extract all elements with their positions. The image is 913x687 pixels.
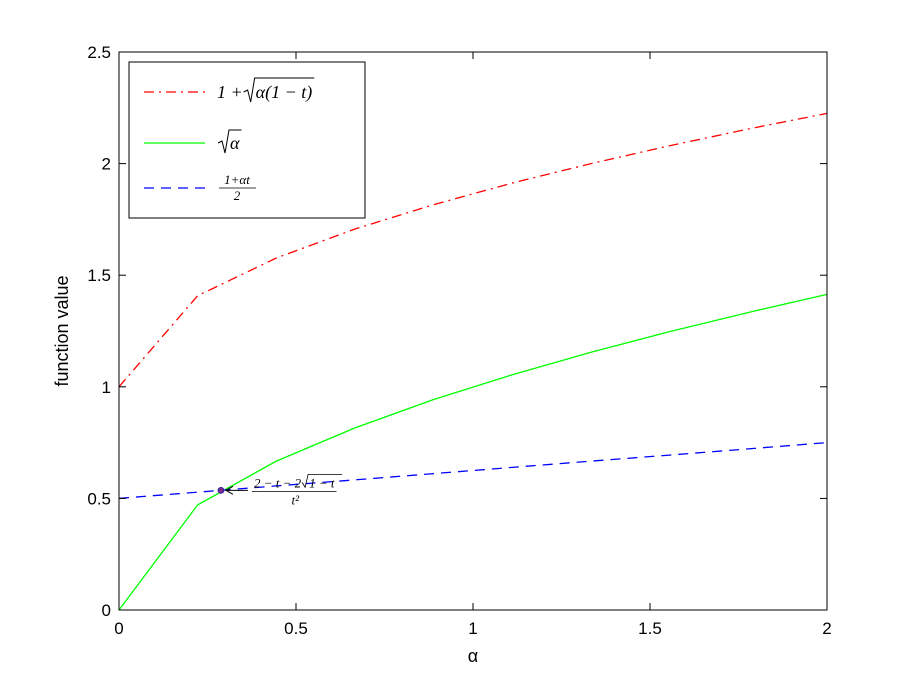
annotation-numerator: 2 − t − 2 (254, 475, 302, 490)
y-tick-label: 1.5 (87, 266, 111, 285)
y-tick-label: 0 (102, 601, 111, 620)
x-tick-label: 0.5 (284, 619, 308, 638)
legend: 1 + α(1 − t) α 1+αt2 (128, 61, 366, 219)
y-tick-label: 0.5 (87, 489, 111, 508)
x-tick-label: 1 (468, 619, 477, 638)
annotation-radicand: 1 − t (309, 475, 335, 490)
arrow-head (224, 485, 234, 495)
legend-label-2-denominator: 2 (234, 188, 241, 203)
axes: 0 0.5 1 1.5 2 0 0.5 1 1.5 2 2.5 α function value (52, 43, 832, 666)
y-tick-label: 2 (102, 155, 111, 174)
y-axis-label: function value (52, 275, 72, 386)
series-layer (118, 112, 828, 611)
legend-label-1: α (230, 133, 240, 153)
legend-label-0-radicand: α(1 − t) (256, 82, 313, 103)
annotation-denominator: t² (291, 492, 300, 507)
legend-label-0: 1 + (217, 82, 243, 102)
x-axis-label: α (468, 646, 478, 666)
legend-label-2-numerator: 1+αt (224, 172, 250, 187)
legend-sqrt-sign-1 (217, 129, 242, 154)
y-tick-label: 2.5 (87, 43, 111, 62)
legend-sqrt-sign-0 (243, 77, 315, 103)
x-tick-label: 0 (114, 619, 123, 638)
intersection-marker (217, 486, 225, 494)
series-line-0 (118, 112, 828, 388)
annotation-sqrt-sign (301, 473, 343, 489)
annotation: 2 − t − 2 1 − t t² (217, 473, 343, 507)
y-tick-label: 1 (102, 378, 111, 397)
legend-box (128, 61, 366, 219)
x-tick-label: 2 (822, 619, 831, 638)
x-tick-label: 1.5 (638, 619, 662, 638)
series-line-1 (118, 293, 828, 611)
